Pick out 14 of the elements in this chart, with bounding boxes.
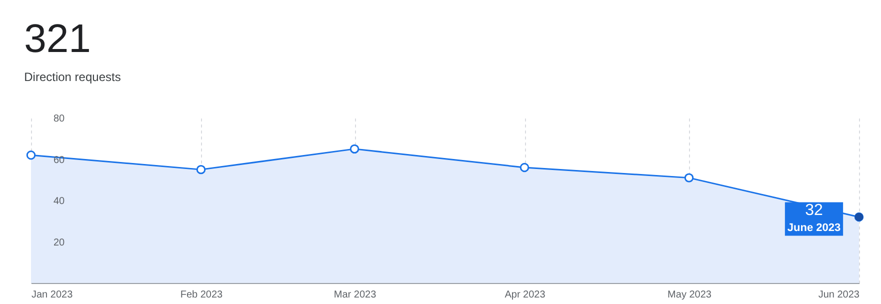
y-tick-label: 20 xyxy=(54,237,66,248)
chart-title: 321 xyxy=(24,17,91,61)
x-tick-label: Apr 2023 xyxy=(504,290,546,300)
annotation: June 2023 xyxy=(787,222,841,234)
x-tick-label: Jan 2023 xyxy=(32,290,74,300)
y-tick-label: 40 xyxy=(54,196,66,207)
x-tick-label: Jun 2023 xyxy=(818,290,860,300)
y-tick-label: 80 xyxy=(54,114,66,124)
text: 32 xyxy=(805,202,823,219)
chart-subtitle: Direction requests xyxy=(24,70,121,84)
x-tick-label: May 2023 xyxy=(668,290,712,300)
x-tick-label: Feb 2023 xyxy=(180,290,224,300)
y-tick-label: 60 xyxy=(54,154,66,166)
x-tick-label: Mar 2023 xyxy=(334,290,377,300)
